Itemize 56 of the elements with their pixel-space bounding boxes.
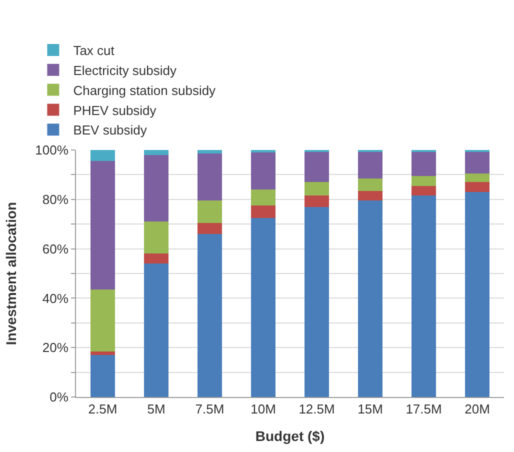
bar [465,151,490,174]
bar [90,290,115,352]
bar [144,154,168,222]
bar [90,150,115,162]
bar [358,190,382,201]
x-tick-label: 2.5M [88,402,118,417]
bar [465,173,490,182]
bar [412,196,436,397]
bar [251,190,276,206]
legend-label: Tax cut [73,43,115,58]
bar [465,182,490,192]
legend-label: BEV subsidy [73,122,148,138]
bar [251,206,276,218]
x-tick-label: 5M [147,402,166,417]
bar [358,178,382,191]
x-tick-label: 7.5M [195,402,224,417]
bar [90,161,115,290]
bar [304,196,329,207]
y-tick-label: 80% [42,192,69,207]
y-tick-label: 0% [50,390,69,405]
bar [198,150,222,154]
y-tick-label: 100% [35,142,69,158]
y-tick-label: 40% [42,290,69,306]
bar [358,151,382,178]
bar [90,351,115,356]
y-tick-label: 20% [42,340,69,356]
bar [412,176,436,186]
x-tick-label: 20M [464,402,490,417]
bar [304,182,329,196]
bar [251,152,276,190]
bar [198,222,222,234]
x-tick-label: 17.5M [406,402,442,417]
bar [304,151,329,182]
y-axis-title: Investment allocation [2,202,19,346]
x-tick-label: 10M [250,402,276,417]
bar [144,150,168,155]
x-tick-label: 12.5M [298,402,335,417]
bar [144,254,168,264]
bar [358,200,382,397]
y-tick-label: 60% [42,241,69,256]
bar [144,222,168,254]
bar [251,218,276,397]
bar [465,192,490,397]
bar [412,186,436,196]
legend-label: Charging station subsidy [73,82,216,98]
bar [412,151,436,176]
bar [198,234,222,397]
bar [198,200,222,223]
legend-label: Electricity subsidy [73,62,178,78]
bar [144,264,168,397]
bar [198,154,222,201]
x-tick-label: 15M [358,402,383,417]
bar [90,355,115,397]
legend-label: PHEV subsidy [73,102,157,118]
x-axis-title: Budget ($) [255,428,325,444]
bar [304,206,329,397]
